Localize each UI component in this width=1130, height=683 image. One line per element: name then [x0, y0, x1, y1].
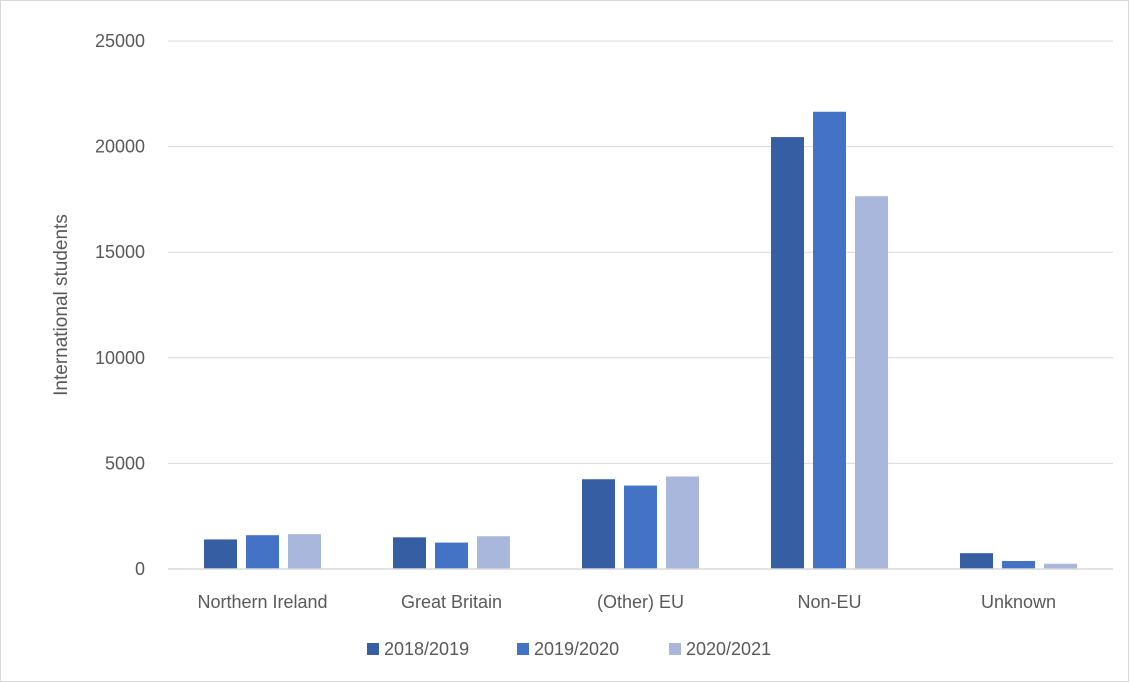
y-tick-label: 20000	[95, 137, 145, 157]
bar-2020-2021-2	[666, 476, 699, 569]
y-axis-label: International students	[51, 214, 72, 396]
gridlines	[168, 40, 1113, 464]
legend-label: 2019/2020	[534, 639, 619, 659]
x-category-label: Great Britain	[401, 592, 502, 612]
legend-label: 2020/2021	[686, 639, 771, 659]
bar-2018-2019-3	[771, 137, 804, 569]
bar-2020-2021-4	[1044, 563, 1077, 569]
x-category-label: Northern Ireland	[197, 592, 327, 612]
bar-2019-2020-4	[1002, 560, 1035, 569]
bar-2018-2019-2	[582, 479, 615, 569]
bar-2020-2021-0	[288, 534, 321, 569]
y-tick-label: 15000	[95, 242, 145, 262]
legend-label: 2018/2019	[384, 639, 469, 659]
y-tick-label: 5000	[105, 453, 145, 473]
x-category-label: (Other) EU	[597, 592, 684, 612]
bar-2019-2020-3	[813, 111, 846, 569]
legend-swatch	[517, 643, 529, 655]
bar-2019-2020-1	[435, 542, 468, 569]
bar-2018-2019-1	[393, 537, 426, 569]
x-category-label: Unknown	[981, 592, 1056, 612]
bar-2020-2021-3	[855, 196, 888, 569]
legend-swatch	[367, 643, 379, 655]
x-axis-categories: Northern Ireland Great Britain (Other) EU N…	[197, 592, 1056, 612]
bar-2019-2020-2	[624, 485, 657, 569]
y-tick-label: 10000	[95, 348, 145, 368]
bar-2018-2019-4	[960, 553, 993, 569]
y-axis-ticks: 0 5000 10000 15000 20000 25000	[95, 31, 145, 579]
bars	[204, 111, 1077, 569]
y-tick-label: 25000	[95, 31, 145, 51]
y-tick-label: 0	[135, 559, 145, 579]
legend-swatch	[669, 643, 681, 655]
bar-2020-2021-1	[477, 536, 510, 569]
bar-2019-2020-0	[246, 535, 279, 569]
legend: 2018/2019 2019/2020 2020/2021	[367, 639, 771, 659]
x-category-label: Non-EU	[797, 592, 861, 612]
bar-2018-2019-0	[204, 539, 237, 569]
